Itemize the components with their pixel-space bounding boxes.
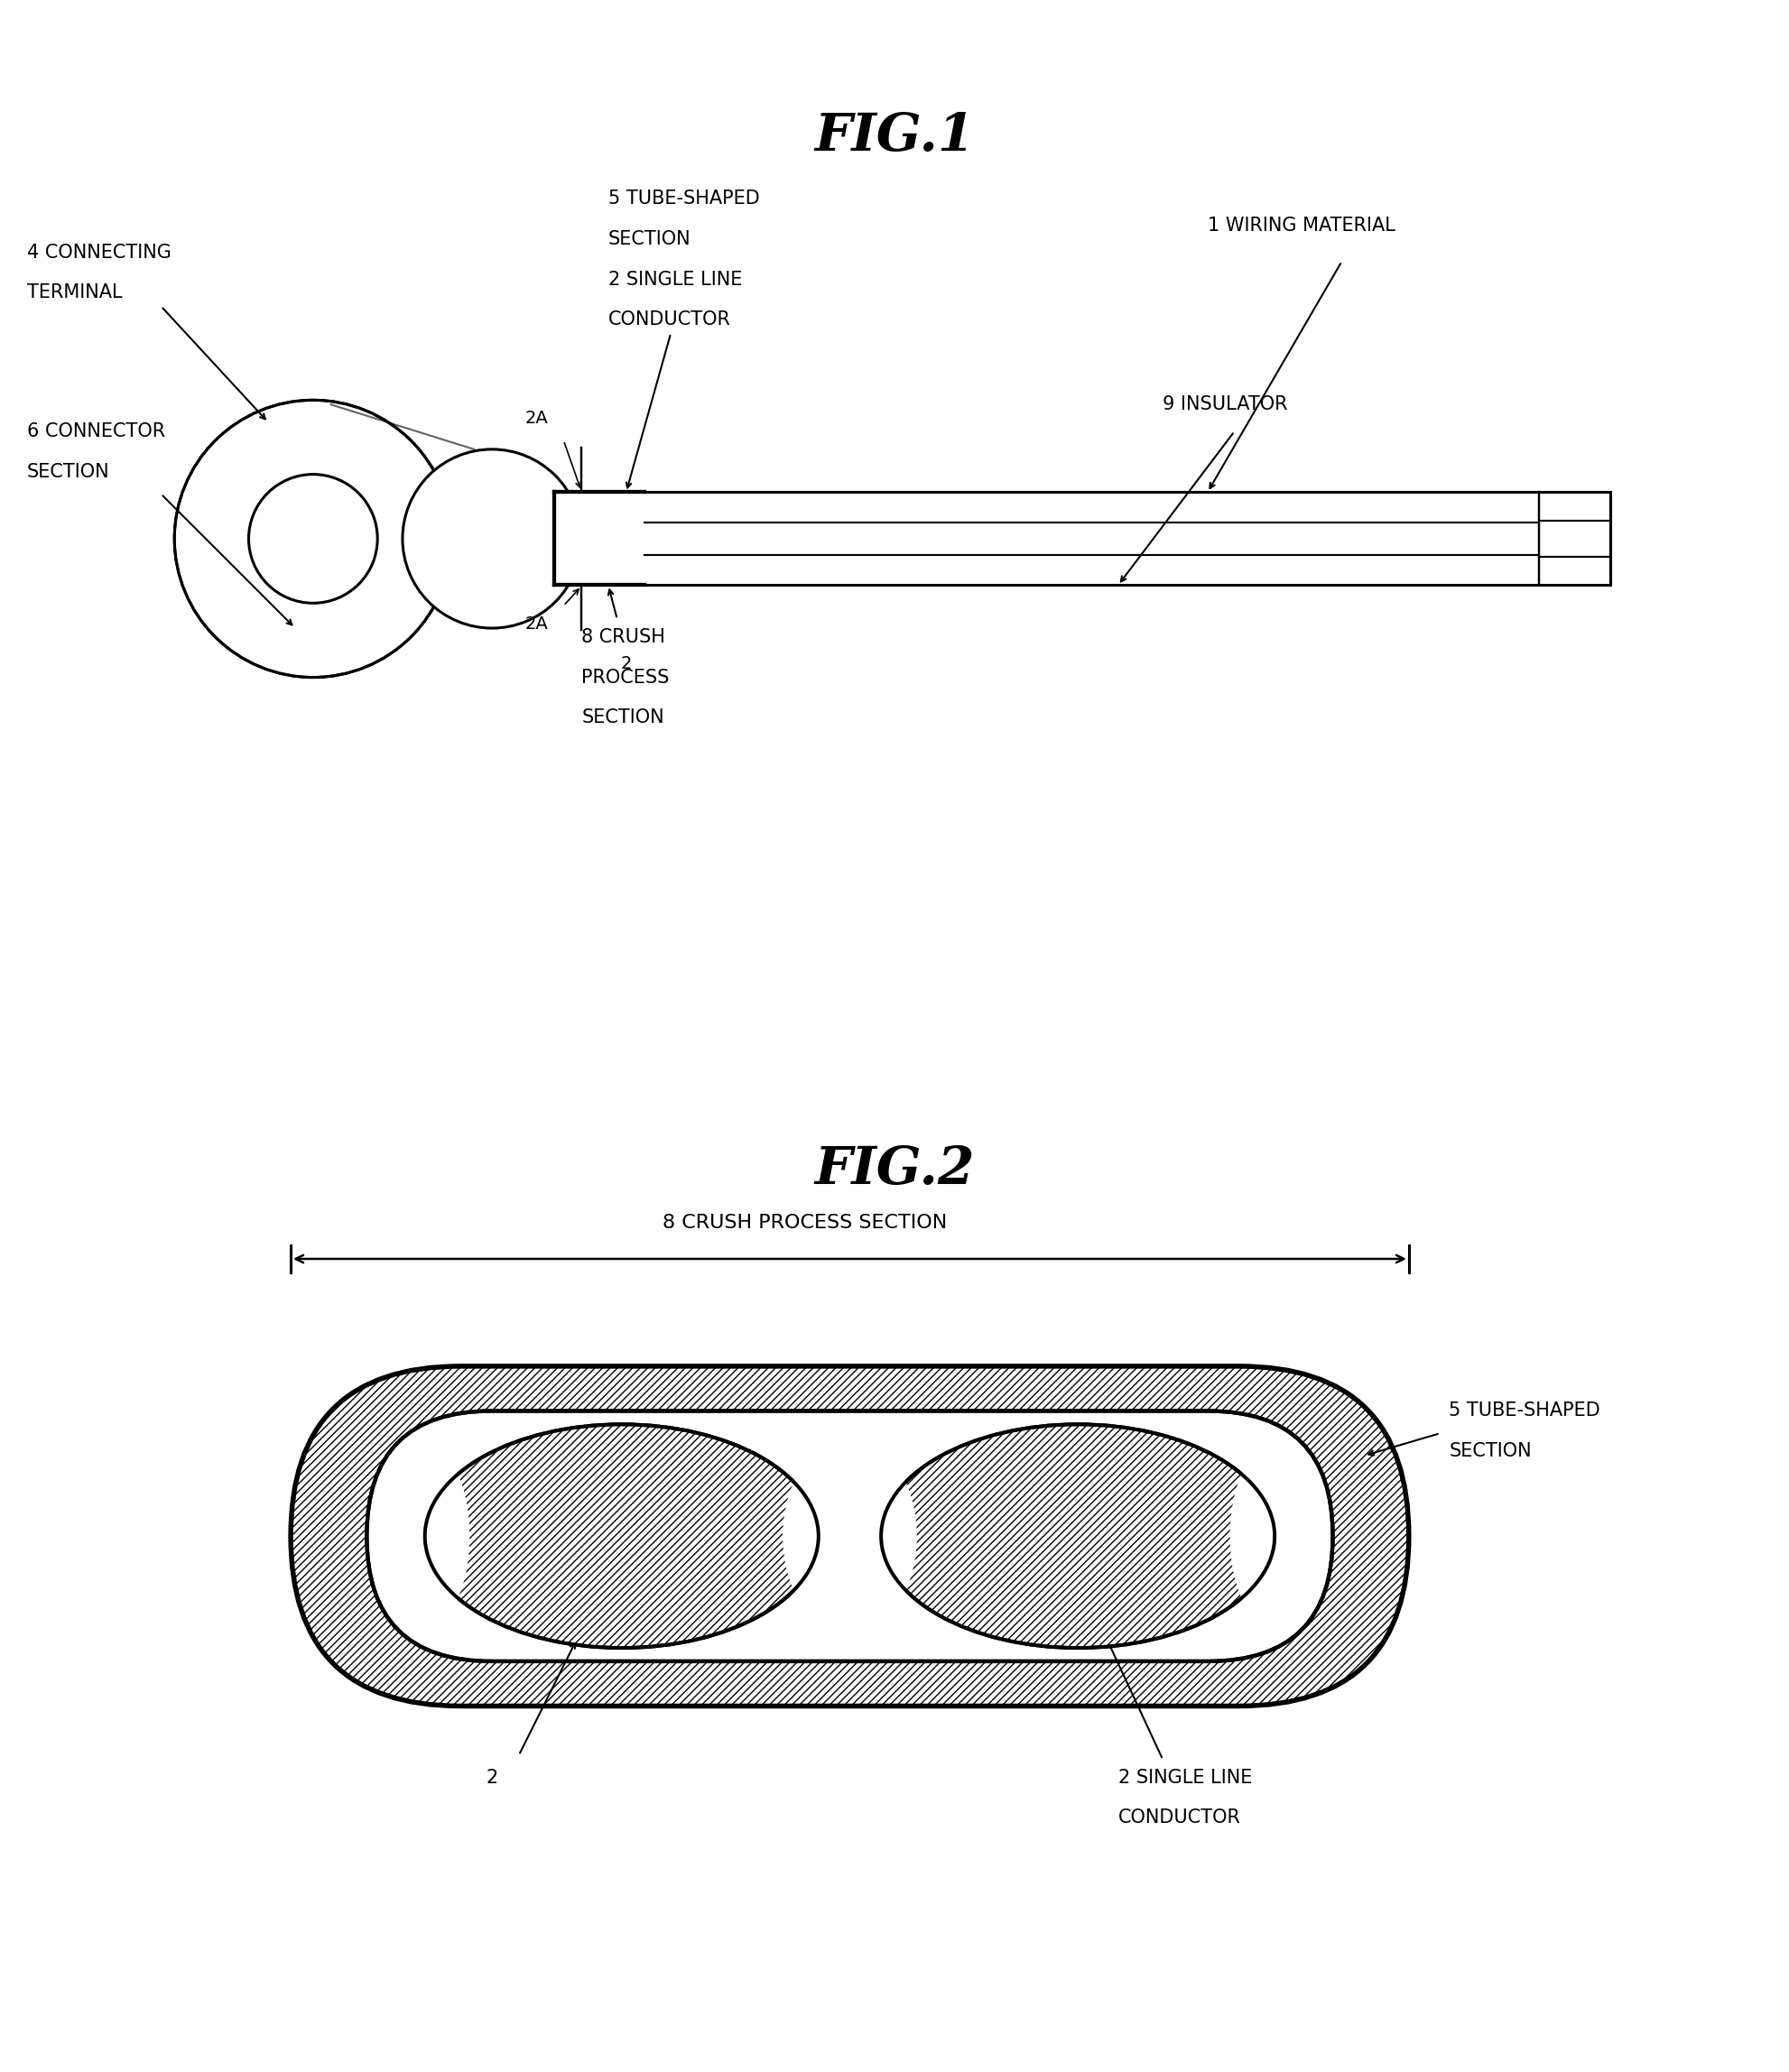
Text: SECTION: SECTION (581, 709, 664, 727)
Text: SECTION: SECTION (1449, 1442, 1531, 1461)
Text: 8 CRUSH PROCESS SECTION: 8 CRUSH PROCESS SECTION (662, 1214, 948, 1233)
Text: 1 WIRING MATERIAL: 1 WIRING MATERIAL (1208, 218, 1395, 234)
Ellipse shape (882, 1423, 1276, 1647)
Text: 2A: 2A (526, 410, 547, 427)
Circle shape (175, 400, 451, 678)
Text: FIG.2: FIG.2 (814, 1144, 975, 1196)
FancyBboxPatch shape (292, 1365, 1410, 1705)
Text: 2: 2 (621, 655, 632, 673)
Text: 6 CONNECTOR: 6 CONNECTOR (27, 423, 165, 441)
Bar (555, 493, 644, 584)
Ellipse shape (1231, 1452, 1302, 1620)
FancyBboxPatch shape (367, 1411, 1333, 1662)
Text: 5 TUBE-SHAPED: 5 TUBE-SHAPED (1449, 1403, 1601, 1419)
Text: TERMINAL: TERMINAL (27, 284, 122, 303)
Text: 9 INSULATOR: 9 INSULATOR (1163, 396, 1288, 414)
Text: PROCESS: PROCESS (581, 669, 669, 686)
Ellipse shape (397, 1452, 469, 1620)
Text: SECTION: SECTION (27, 462, 109, 481)
Text: CONDUCTOR: CONDUCTOR (608, 311, 732, 329)
Text: 5 TUBE-SHAPED: 5 TUBE-SHAPED (608, 191, 760, 207)
Ellipse shape (426, 1423, 819, 1647)
Bar (644, 493, 1610, 584)
Text: 2A: 2A (526, 615, 547, 632)
Text: CONDUCTOR: CONDUCTOR (1118, 1809, 1242, 1828)
Text: 2 SINGLE LINE: 2 SINGLE LINE (1118, 1769, 1252, 1786)
Ellipse shape (784, 1438, 918, 1635)
Text: 2: 2 (487, 1769, 497, 1786)
Circle shape (403, 450, 581, 628)
Text: SECTION: SECTION (608, 230, 691, 249)
Text: 8 CRUSH: 8 CRUSH (581, 628, 666, 646)
Text: 4 CONNECTING: 4 CONNECTING (27, 244, 172, 261)
Text: 2 SINGLE LINE: 2 SINGLE LINE (608, 269, 742, 288)
Text: FIG.1: FIG.1 (814, 110, 975, 162)
